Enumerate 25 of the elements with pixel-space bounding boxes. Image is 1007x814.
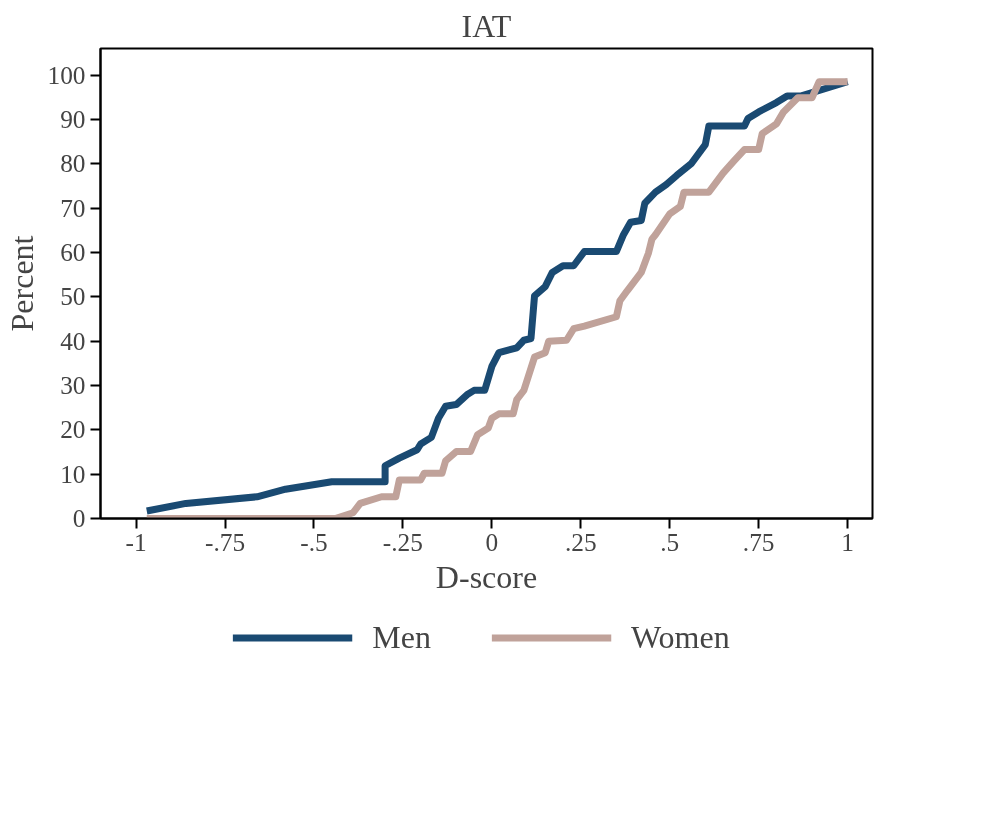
y-tick-label: 0 [72, 504, 86, 532]
y-tick-label: 80 [60, 149, 86, 178]
y-axis-title: Percent [3, 235, 40, 332]
y-tick-label: 90 [60, 104, 86, 133]
x-tick-label: 1 [841, 527, 854, 556]
x-axis-title: D-score [435, 558, 538, 595]
chart-title: IAT [461, 7, 512, 44]
y-tick-label: 10 [60, 459, 86, 488]
y-tick-label: 20 [60, 415, 86, 444]
legend-label: Men [372, 618, 431, 656]
y-tick-label: 30 [60, 370, 86, 399]
x-tick-label: .25 [564, 527, 597, 556]
x-tick-label: -.25 [382, 527, 423, 556]
x-tick-label: .75 [742, 527, 775, 556]
x-tick-label: 0 [485, 527, 499, 556]
x-tick-label: -.5 [300, 527, 328, 556]
y-tick-label: 100 [47, 60, 86, 89]
legend-label: Women [630, 618, 730, 656]
y-tick-label: 50 [60, 282, 86, 311]
x-tick-label: -1 [125, 527, 147, 556]
x-tick-label: .5 [660, 527, 680, 556]
y-tick-label: 60 [60, 237, 86, 266]
x-tick-label: -.75 [204, 527, 246, 556]
y-tick-label: 40 [60, 326, 86, 355]
y-tick-label: 70 [60, 193, 86, 222]
